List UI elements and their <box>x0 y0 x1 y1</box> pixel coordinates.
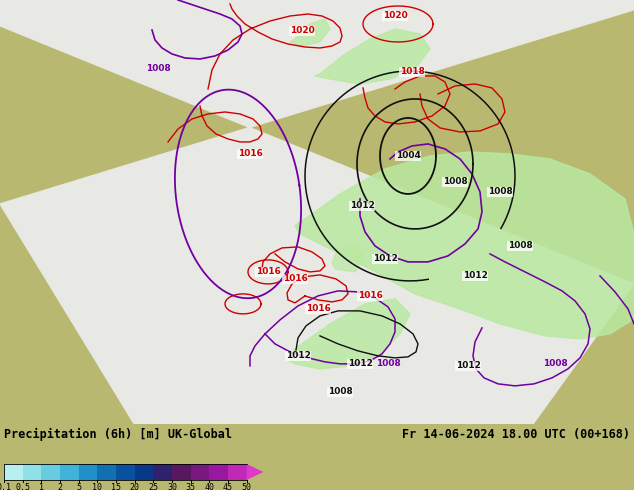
Bar <box>60 464 79 480</box>
Bar <box>79 464 98 480</box>
Text: 1: 1 <box>39 483 44 490</box>
Text: 1004: 1004 <box>396 151 420 160</box>
Text: 1020: 1020 <box>383 11 408 21</box>
Bar <box>98 464 116 480</box>
Polygon shape <box>295 152 634 339</box>
Text: 1008: 1008 <box>443 177 467 186</box>
Text: 25: 25 <box>148 483 158 490</box>
Bar <box>172 464 191 480</box>
Text: 35: 35 <box>186 483 196 490</box>
Text: 1012: 1012 <box>373 254 398 264</box>
Bar <box>209 464 228 480</box>
Polygon shape <box>290 19 330 46</box>
Text: Fr 14-06-2024 18.00 UTC (00+168): Fr 14-06-2024 18.00 UTC (00+168) <box>402 428 630 441</box>
Polygon shape <box>315 29 430 84</box>
Text: 1012: 1012 <box>347 359 372 368</box>
Text: 0.1: 0.1 <box>0 483 11 490</box>
Text: 1012: 1012 <box>463 271 488 280</box>
Text: 1008: 1008 <box>543 359 567 368</box>
Text: 1016: 1016 <box>358 292 382 300</box>
Text: 1016: 1016 <box>283 274 307 283</box>
Bar <box>23 464 41 480</box>
Text: 15: 15 <box>111 483 121 490</box>
Text: 30: 30 <box>167 483 177 490</box>
Text: 40: 40 <box>204 483 214 490</box>
Polygon shape <box>285 299 410 369</box>
Text: 1008: 1008 <box>146 65 171 74</box>
Text: 2: 2 <box>58 483 63 490</box>
Text: 1008: 1008 <box>375 359 401 368</box>
Text: 1008: 1008 <box>508 242 533 250</box>
Polygon shape <box>332 246 365 272</box>
Text: 1008: 1008 <box>488 188 512 196</box>
Text: 5: 5 <box>76 483 81 490</box>
Text: 1008: 1008 <box>328 388 353 396</box>
Text: 10: 10 <box>93 483 102 490</box>
Text: 1018: 1018 <box>399 68 424 76</box>
Bar <box>153 464 172 480</box>
Text: 1012: 1012 <box>349 201 375 210</box>
Text: 45: 45 <box>223 483 233 490</box>
Text: Precipitation (6h) [m] UK-Global: Precipitation (6h) [m] UK-Global <box>4 428 232 441</box>
Text: 50: 50 <box>242 483 252 490</box>
Bar <box>41 464 60 480</box>
Bar <box>134 464 153 480</box>
Text: 1012: 1012 <box>285 351 311 360</box>
Text: 20: 20 <box>130 483 139 490</box>
Text: 1016: 1016 <box>306 304 330 314</box>
Bar <box>116 464 134 480</box>
Bar <box>191 464 209 480</box>
Text: 1012: 1012 <box>456 361 481 370</box>
Text: 1020: 1020 <box>290 26 314 35</box>
Bar <box>4 464 23 480</box>
Text: 0.5: 0.5 <box>15 483 30 490</box>
Text: 1016: 1016 <box>256 268 280 276</box>
Polygon shape <box>247 464 264 480</box>
Text: 1016: 1016 <box>238 149 262 158</box>
Bar <box>228 464 247 480</box>
